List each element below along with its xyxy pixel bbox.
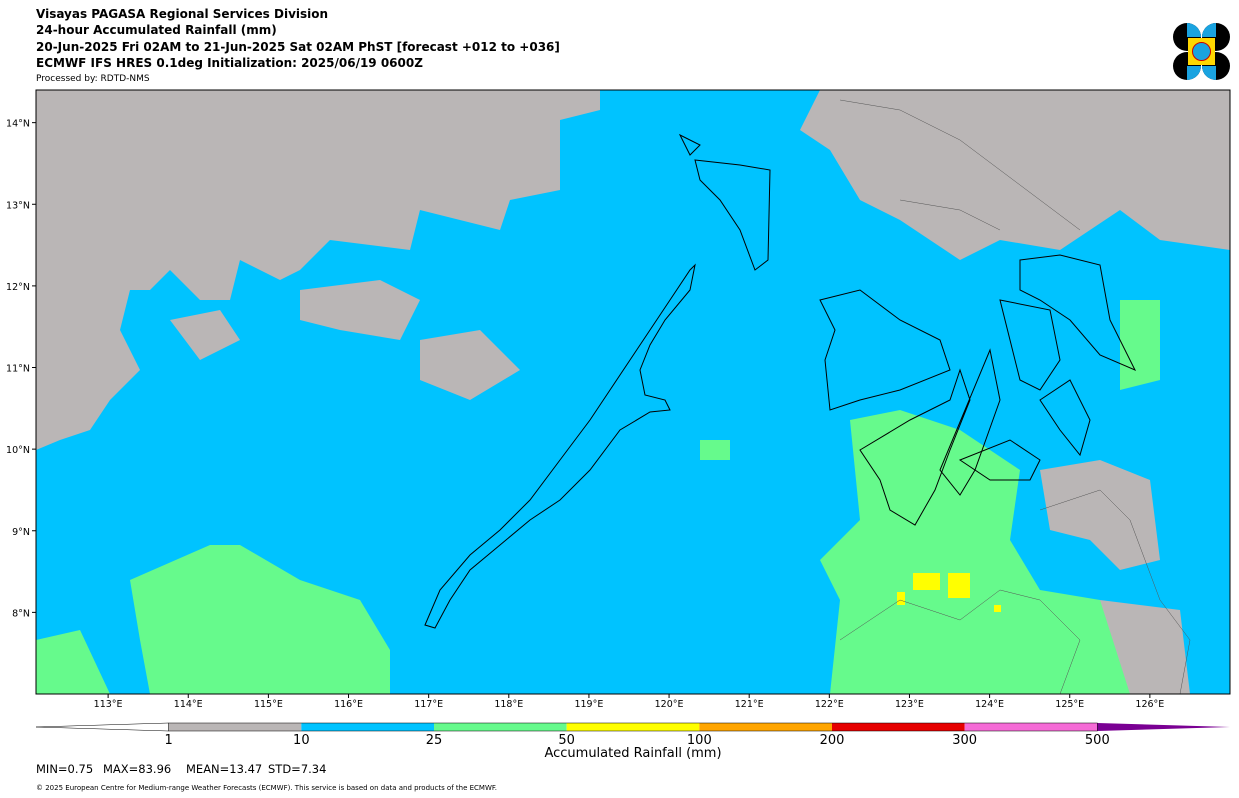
colorbar-frame — [168, 722, 1098, 732]
rain-area — [1040, 460, 1190, 694]
title-line: 20-Jun-2025 Fri 02AM to 21-Jun-2025 Sat … — [36, 40, 560, 54]
x-tick-label: 114°E — [174, 699, 203, 710]
colorbar-tick-label: 200 — [820, 733, 845, 748]
colorbar-segment — [301, 723, 434, 731]
footer: © 2025 European Centre for Medium-range … — [36, 784, 497, 792]
stats: MIN=0.75 — [36, 762, 93, 776]
title-line: ECMWF IFS HRES 0.1deg Initialization: 20… — [36, 56, 423, 70]
colorbar-label: Accumulated Rainfall (mm) — [544, 746, 721, 761]
colorbar-segment — [964, 723, 1098, 731]
colorbar-tick-label: 1 — [165, 733, 173, 748]
stats: MEAN=13.47 — [186, 762, 262, 776]
y-tick-label: 10°N — [6, 445, 30, 456]
x-tick-label: 125°E — [1055, 699, 1084, 710]
y-tick-label: 9°N — [12, 527, 30, 538]
colorbar-tick-label: 25 — [426, 733, 443, 748]
processed-by: Processed by: RDTD-NMS — [36, 74, 150, 84]
coastline — [678, 133, 771, 271]
rain-area — [36, 90, 600, 450]
colorbar-over — [1097, 723, 1230, 731]
rain-area — [800, 90, 1230, 260]
colorbar-segment — [434, 723, 567, 731]
y-tick-label: 12°N — [6, 282, 30, 293]
rain-area — [170, 280, 520, 400]
title-line: Visayas PAGASA Regional Services Divisio… — [36, 7, 328, 21]
colorbar-tick-label: 100 — [687, 733, 712, 748]
coastline — [1019, 254, 1137, 457]
coastline — [819, 289, 951, 411]
coastline — [859, 299, 1061, 526]
x-tick-label: 117°E — [414, 699, 443, 710]
x-tick-label: 119°E — [574, 699, 603, 710]
x-tick-label: 124°E — [975, 699, 1004, 710]
rain-area — [700, 300, 1160, 694]
border-line — [839, 99, 1081, 231]
colorbar-tick-label: 500 — [1085, 733, 1110, 748]
y-tick-label: 13°N — [6, 200, 30, 211]
y-tick-label: 11°N — [6, 364, 30, 375]
rain-area — [897, 573, 1001, 612]
x-tick-label: 115°E — [254, 699, 283, 710]
x-tick-label: 118°E — [494, 699, 523, 710]
x-tick-label: 120°E — [655, 699, 684, 710]
logo-globe — [1192, 42, 1211, 61]
logo — [1173, 23, 1230, 80]
rain-area — [36, 545, 390, 694]
logo-accent — [1187, 23, 1216, 80]
colorbar-segment — [566, 723, 700, 731]
stats: STD=7.34 — [268, 762, 326, 776]
x-tick-label: 123°E — [895, 699, 924, 710]
title-line: 24-hour Accumulated Rainfall (mm) — [36, 23, 277, 37]
y-tick-label: 8°N — [12, 608, 30, 619]
colorbar-segment — [699, 723, 832, 731]
colorbar-segment — [168, 723, 302, 731]
header: Visayas PAGASA Regional Services Divisio… — [36, 7, 560, 84]
colorbar-tick-label: 10 — [293, 733, 310, 748]
x-tick-label: 122°E — [815, 699, 844, 710]
y-tick-label: 14°N — [6, 119, 30, 130]
x-tick-label: 126°E — [1135, 699, 1164, 710]
colorbar-tick-label: 300 — [952, 733, 977, 748]
x-tick-label: 116°E — [334, 699, 363, 710]
map-frame — [35, 89, 1231, 695]
colorbar-segment — [832, 723, 965, 731]
x-tick-label: 113°E — [94, 699, 123, 710]
colorbar-tick-label: 50 — [558, 733, 575, 748]
x-tick-label: 121°E — [735, 699, 764, 710]
colorbar-under — [35, 722, 169, 732]
rainfall-field — [36, 90, 1230, 694]
border-line — [839, 489, 1191, 694]
stats: MAX=83.96 — [103, 762, 171, 776]
coastline — [424, 263, 696, 629]
